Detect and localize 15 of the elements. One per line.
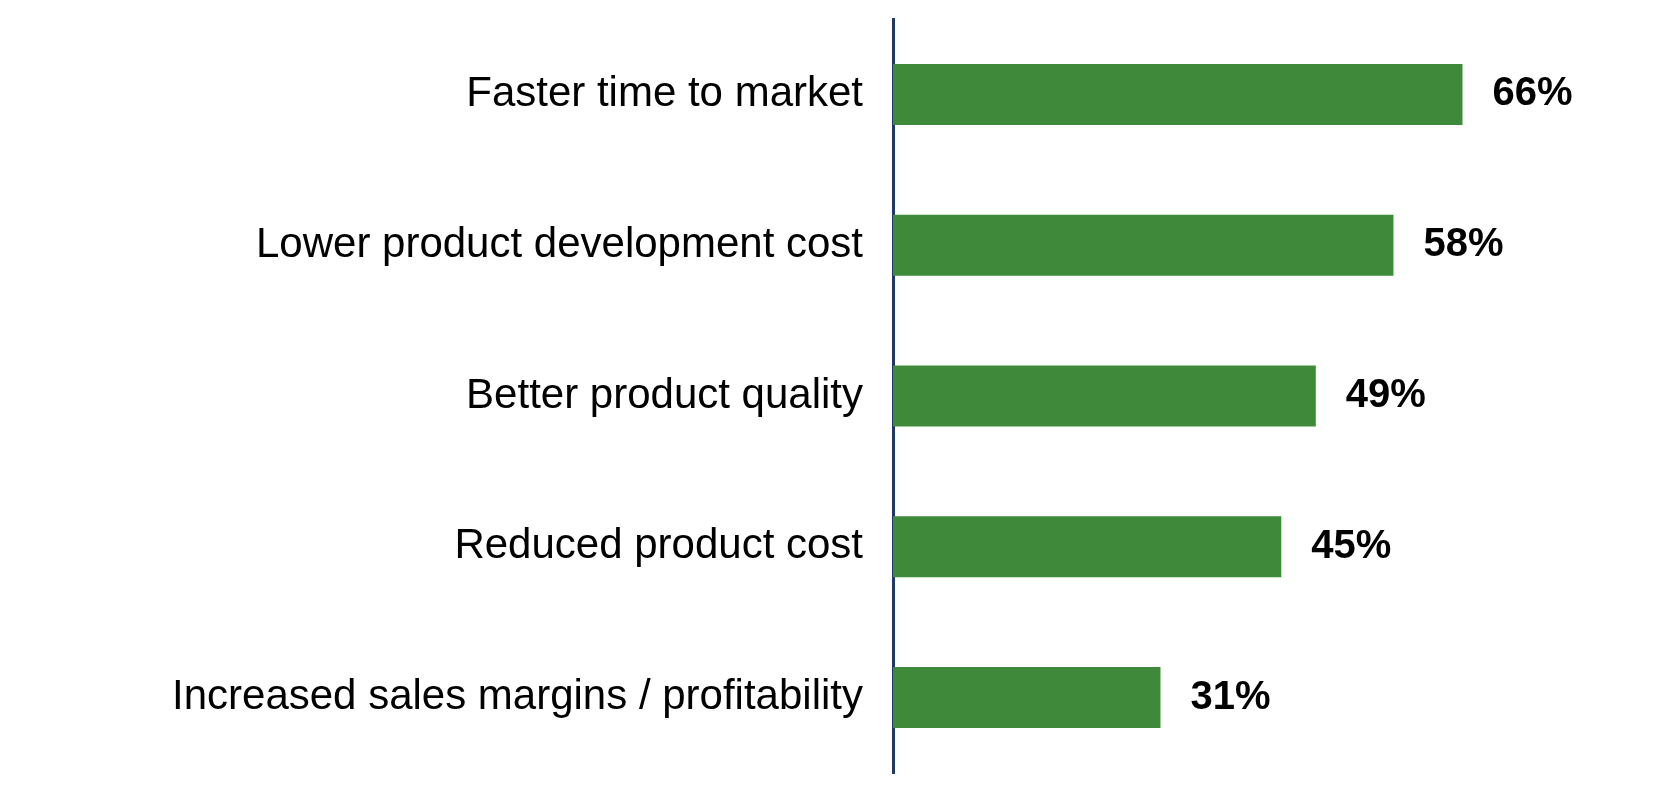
y-tick-label: Lower product development cost	[255, 218, 864, 266]
bar	[893, 214, 1394, 276]
data-label: 45%	[1311, 521, 1392, 566]
data-label: 31%	[1190, 672, 1271, 717]
bar	[893, 365, 1316, 427]
y-tick-label: Better product quality	[466, 369, 863, 417]
bar	[893, 63, 1463, 125]
y-tick-label: Increased sales margins / profitability	[172, 671, 863, 719]
bar	[893, 516, 1282, 578]
bar	[893, 667, 1161, 729]
data-label: 58%	[1423, 220, 1504, 265]
y-tick-label: Reduced product cost	[454, 520, 864, 568]
data-label: 49%	[1345, 371, 1426, 416]
data-label: 66%	[1492, 69, 1573, 114]
y-tick-label: Faster time to market	[466, 67, 864, 115]
